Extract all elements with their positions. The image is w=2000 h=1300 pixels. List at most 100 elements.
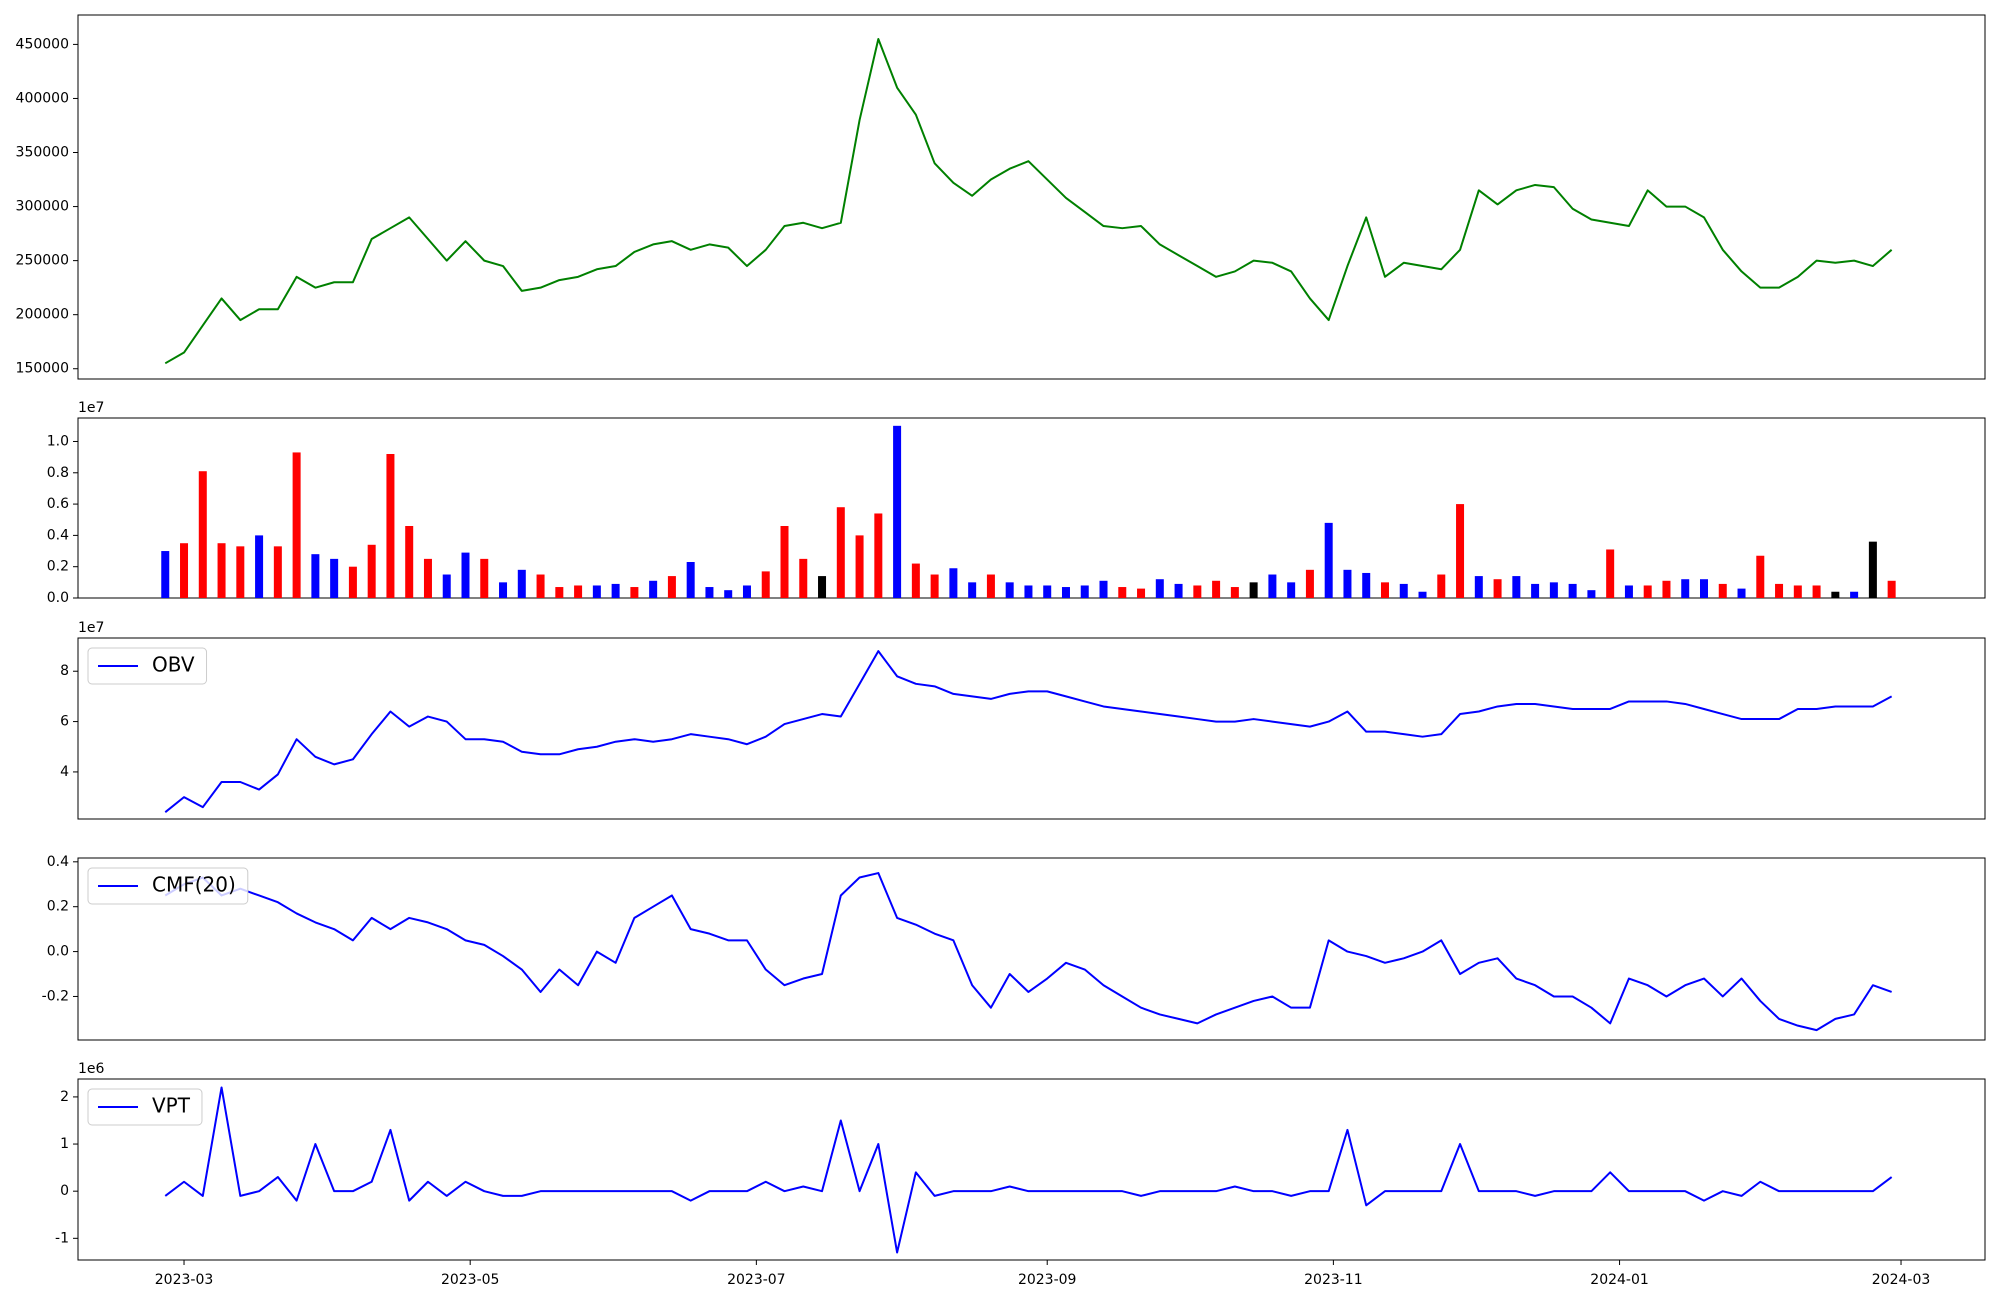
- x-tick-label: 2023-03: [155, 1272, 214, 1288]
- bar: [667, 576, 676, 598]
- bar: [180, 543, 189, 598]
- bar: [1212, 580, 1221, 598]
- bar: [1099, 580, 1108, 598]
- bar: [348, 566, 357, 598]
- bar: [705, 587, 714, 598]
- bar: [742, 585, 751, 598]
- bar: [1681, 579, 1690, 598]
- bar: [836, 507, 845, 598]
- series-line: [164, 650, 1893, 813]
- bar: [1249, 582, 1258, 598]
- bar: [818, 576, 827, 598]
- bar: [405, 526, 414, 598]
- bar: [1775, 583, 1784, 598]
- bar: [1512, 576, 1521, 598]
- bar: [611, 583, 620, 598]
- bar: [255, 535, 264, 598]
- y-tick-label: 0.2: [47, 899, 69, 915]
- bar: [1812, 585, 1821, 598]
- bar: [1305, 569, 1314, 598]
- bar: [217, 543, 226, 598]
- bar: [1193, 585, 1202, 598]
- bar: [1362, 572, 1371, 598]
- bar: [1043, 585, 1052, 598]
- bar: [1587, 590, 1596, 598]
- y-tick-label: 150000: [16, 361, 69, 377]
- series-line: [164, 38, 1893, 365]
- plot-frame: [77, 637, 1986, 820]
- y-tick-label: 1: [60, 1136, 69, 1152]
- y-tick-label: 200000: [16, 307, 69, 323]
- bar: [536, 574, 545, 598]
- bar: [1531, 583, 1540, 598]
- bar: [1850, 591, 1859, 598]
- y-tick-label: 4: [60, 764, 69, 780]
- bar: [480, 558, 489, 598]
- bar: [1662, 580, 1671, 598]
- bar: [592, 585, 601, 598]
- bar: [517, 569, 526, 598]
- bar: [330, 558, 339, 598]
- y-tick-label: 0: [60, 1183, 69, 1199]
- x-tick-label: 2023-09: [1018, 1272, 1077, 1288]
- y-tick-label: 0.4: [47, 527, 69, 543]
- bar: [386, 454, 395, 598]
- bar: [1606, 549, 1615, 598]
- bar: [1137, 588, 1146, 598]
- bar: [1418, 591, 1427, 598]
- bar: [893, 425, 902, 598]
- bar: [1493, 579, 1502, 598]
- bar: [1343, 569, 1352, 598]
- bar: [1380, 582, 1389, 598]
- bar: [1399, 583, 1408, 598]
- x-tick-label: 2024-03: [1872, 1272, 1931, 1288]
- axis-offset-label: 1e7: [78, 620, 104, 636]
- y-tick-label: 250000: [16, 253, 69, 269]
- bar: [949, 568, 958, 598]
- y-tick-label: 400000: [16, 90, 69, 106]
- axis-offset-label: 1e6: [78, 1061, 105, 1077]
- y-tick-label: 6: [60, 714, 69, 730]
- bar: [780, 526, 789, 598]
- y-tick-label: 0.0: [47, 944, 69, 960]
- bar: [423, 558, 432, 598]
- legend-frame: [87, 647, 208, 685]
- series-line: [164, 872, 1892, 1032]
- x-tick-label: 2024-01: [1590, 1272, 1649, 1288]
- plot-frame: [77, 14, 1986, 380]
- bar: [724, 590, 733, 598]
- bar: [1793, 585, 1802, 598]
- bar: [874, 513, 883, 598]
- y-tick-label: 350000: [16, 145, 69, 161]
- bar: [499, 582, 508, 598]
- bar: [1118, 587, 1127, 598]
- legend-frame: [87, 1088, 203, 1126]
- bar: [630, 587, 639, 598]
- bar: [555, 587, 564, 598]
- bar: [649, 580, 658, 598]
- bar: [1174, 583, 1183, 598]
- bar: [273, 546, 282, 598]
- bar: [986, 574, 995, 598]
- x-tick-label: 2023-07: [727, 1272, 786, 1288]
- bar: [1437, 574, 1446, 598]
- bar: [1268, 574, 1277, 598]
- legend-label: CMF(20): [152, 873, 236, 897]
- bar: [236, 546, 245, 598]
- bar: [686, 562, 695, 598]
- bar: [161, 551, 170, 598]
- y-tick-label: 0.2: [47, 559, 69, 575]
- bar: [1230, 587, 1239, 598]
- bar: [1737, 588, 1746, 598]
- y-tick-label: 300000: [16, 199, 69, 215]
- x-tick-label: 2023-11: [1304, 1272, 1363, 1288]
- bar: [1887, 580, 1896, 598]
- bar: [574, 585, 583, 598]
- bar: [1324, 522, 1333, 598]
- bar: [1568, 583, 1577, 598]
- y-tick-label: -0.2: [42, 988, 69, 1004]
- bar: [1718, 583, 1727, 598]
- bar: [1699, 579, 1708, 598]
- axis-offset-label: 1e7: [78, 400, 104, 416]
